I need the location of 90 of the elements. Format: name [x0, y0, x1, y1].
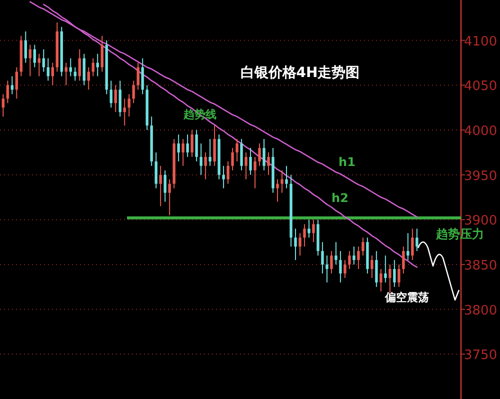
candlestick — [110, 80, 112, 108]
candlestick — [326, 255, 328, 283]
candlestick — [82, 53, 86, 86]
candlestick — [334, 242, 338, 266]
candlestick — [51, 62, 54, 86]
candlestick — [2, 94, 4, 118]
candlestick — [406, 232, 410, 261]
candlestick — [204, 152, 207, 180]
candlestick — [276, 178, 279, 202]
candlestick — [33, 44, 36, 68]
candlestick — [159, 165, 162, 207]
candlestick — [114, 84, 117, 113]
y-tick-label: 3950 — [464, 168, 498, 184]
candlestick — [254, 156, 256, 189]
candlestick — [344, 260, 346, 278]
candlestick — [177, 134, 180, 162]
candlestick — [375, 250, 378, 288]
candlestick — [64, 62, 68, 86]
candlestick — [249, 147, 252, 176]
candlestick — [258, 142, 261, 166]
candlestick — [195, 130, 198, 162]
candlestick — [154, 152, 158, 189]
candlestick — [186, 134, 189, 158]
candlestick — [208, 138, 212, 166]
candlestick — [10, 76, 14, 95]
candlestick — [402, 246, 405, 274]
candlestick — [348, 250, 351, 270]
candlestick — [352, 246, 356, 266]
candlestick — [87, 66, 90, 90]
annotation: 偏空震荡 — [384, 291, 429, 304]
candlestick — [280, 170, 284, 194]
candlestick — [46, 58, 50, 82]
candlestick — [393, 260, 396, 288]
candlestick — [78, 48, 81, 82]
candlestick — [6, 80, 9, 104]
candlestick — [190, 130, 194, 158]
candlestick — [298, 232, 302, 256]
candlestick — [74, 66, 76, 82]
candlestick — [357, 246, 360, 270]
y-tick-label: 4100 — [464, 34, 498, 50]
candlestick — [303, 224, 306, 248]
candlestick — [416, 228, 418, 252]
candlestick — [308, 219, 310, 238]
candlestick — [222, 165, 225, 189]
candlestick — [168, 178, 171, 216]
candlestick — [398, 264, 400, 288]
candlestick — [339, 250, 342, 283]
candlestick — [38, 53, 40, 77]
candlestick — [182, 138, 184, 166]
y-tick-label: 4050 — [464, 79, 498, 94]
candlestick — [285, 165, 288, 189]
annotation: h2 — [332, 191, 348, 205]
annotation: h1 — [338, 155, 356, 169]
y-tick-label: 3750 — [464, 348, 498, 364]
candlestick — [164, 170, 166, 202]
y-tick-label: 4000 — [464, 124, 498, 140]
y-tick-label: 3800 — [464, 303, 498, 318]
candlestick — [28, 44, 32, 77]
candlestick — [200, 142, 202, 176]
candlestick — [262, 138, 266, 171]
candlestick — [100, 35, 104, 72]
candlestick — [330, 250, 333, 274]
candlestick — [312, 219, 315, 243]
candlestick — [384, 255, 387, 283]
y-tick-label: 3900 — [464, 214, 498, 229]
text: 白银价格4H走势图 — [240, 65, 360, 81]
candlestick — [15, 66, 18, 100]
candlestick — [411, 228, 414, 261]
candlestick — [362, 237, 364, 256]
candlestick — [294, 228, 297, 261]
candlestick — [244, 152, 248, 180]
candlestick — [123, 98, 126, 126]
candlestick — [128, 94, 130, 118]
candlestick — [118, 80, 122, 118]
y-tick-label: 3850 — [464, 258, 498, 274]
candlestick — [213, 125, 216, 166]
candlestick — [226, 160, 230, 184]
candlestick — [321, 242, 324, 274]
candlestick — [380, 268, 382, 292]
candlestick — [231, 147, 234, 171]
candlestick — [240, 138, 243, 171]
candlestick — [236, 138, 238, 162]
candlestick — [96, 53, 99, 77]
candlestick — [370, 255, 374, 278]
candlestick — [141, 58, 144, 95]
candlestick — [24, 30, 27, 64]
candlestick — [132, 80, 135, 104]
candlestick — [267, 152, 270, 176]
candlestick — [136, 62, 140, 90]
candlestick — [69, 58, 72, 77]
